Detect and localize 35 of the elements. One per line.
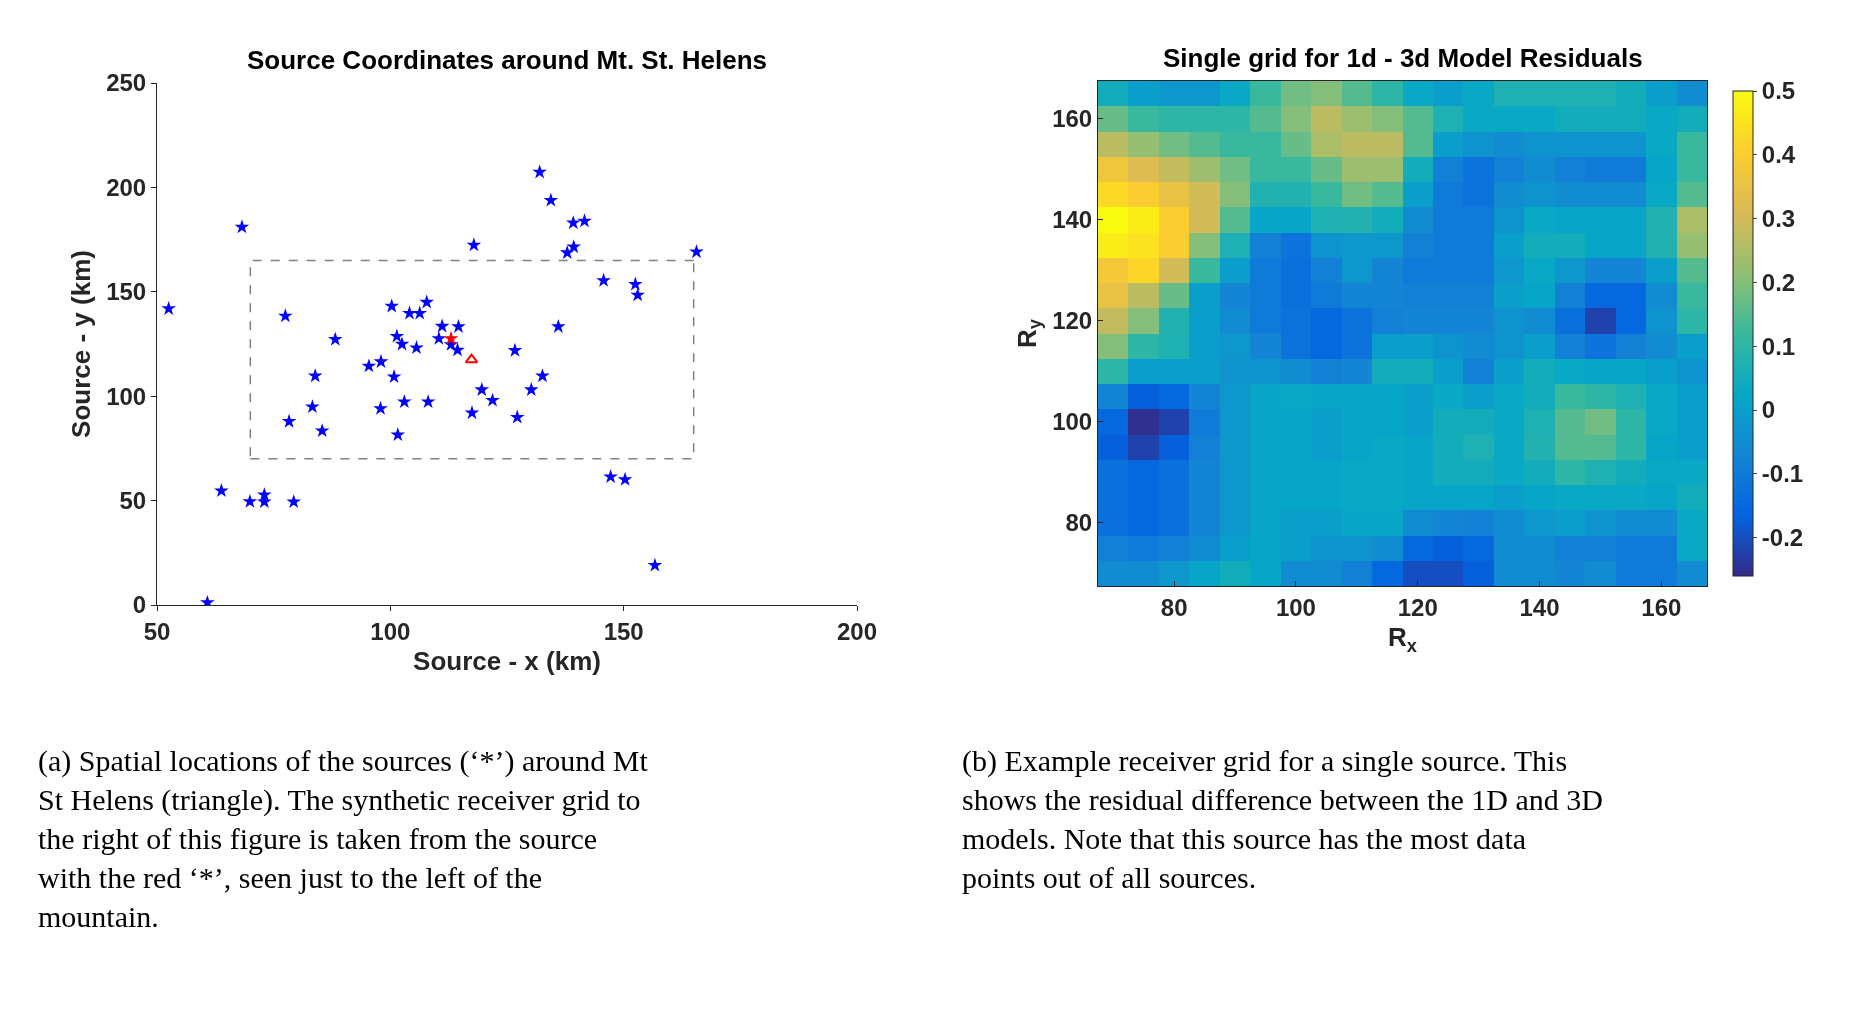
x-tick-label: 50 bbox=[143, 617, 171, 645]
y-tick-label: 120 bbox=[1052, 307, 1093, 335]
y-tick-label: 200 bbox=[106, 173, 147, 201]
x-tick-label: 150 bbox=[603, 617, 644, 645]
chart-title: Source Coordinates around Mt. St. Helens bbox=[247, 45, 768, 75]
color-bar-label: -0.2 bbox=[1761, 524, 1804, 552]
chart-title: Single grid for 1d - 3d Model Residuals bbox=[1163, 43, 1643, 73]
y-tick-label: 0 bbox=[132, 591, 147, 619]
x-tick-label: 100 bbox=[370, 617, 411, 645]
color-bar-label: 0.4 bbox=[1761, 141, 1796, 169]
text: (b) Example receiver grid for a single source. This shows the residual difference between the 1D and 3D models. Note that this source has the most data points out of all sources. bbox=[962, 744, 1603, 894]
x-axis-title: R$_{x}$ bbox=[1388, 622, 1417, 656]
y-tick-label: 50 bbox=[119, 487, 147, 514]
color-bar-label: 0 bbox=[1761, 396, 1776, 424]
x-tick-label: 100 bbox=[1275, 593, 1316, 621]
x-tick-label: 120 bbox=[1397, 593, 1438, 621]
x-tick-label: 140 bbox=[1519, 593, 1560, 621]
color-bar-label: -0.1 bbox=[1761, 460, 1804, 488]
color-bar-label: 0.3 bbox=[1761, 205, 1796, 233]
color-bar-label: 0.5 bbox=[1761, 77, 1796, 105]
y-axis-title: Source - y (km) bbox=[65, 250, 96, 438]
x-axis-title: Source - x (km) bbox=[413, 646, 601, 677]
y-tick-label: 250 bbox=[106, 69, 147, 97]
x-tick-label: 80 bbox=[1160, 593, 1188, 621]
color-bar-label: 0.1 bbox=[1761, 332, 1796, 360]
y-tick-label: 150 bbox=[106, 278, 147, 306]
y-tick-label: 100 bbox=[106, 382, 147, 410]
y-tick-label: 100 bbox=[1052, 408, 1093, 436]
x-tick-label: 200 bbox=[836, 617, 878, 645]
text: (a) Spatial locations of the sources (‘*’) around Mt St Helens (triangle). The synthetic receiver grid to the right of this figure is taken from the source with the red ‘*’, seen just to the left of the mountain. bbox=[38, 744, 648, 933]
y-tick-label: 140 bbox=[1052, 206, 1093, 234]
y-tick-label: 160 bbox=[1052, 105, 1093, 133]
y-tick-label: 80 bbox=[1065, 509, 1093, 537]
x-tick-label: 160 bbox=[1641, 593, 1682, 621]
color-bar-label: 0.2 bbox=[1761, 268, 1796, 296]
